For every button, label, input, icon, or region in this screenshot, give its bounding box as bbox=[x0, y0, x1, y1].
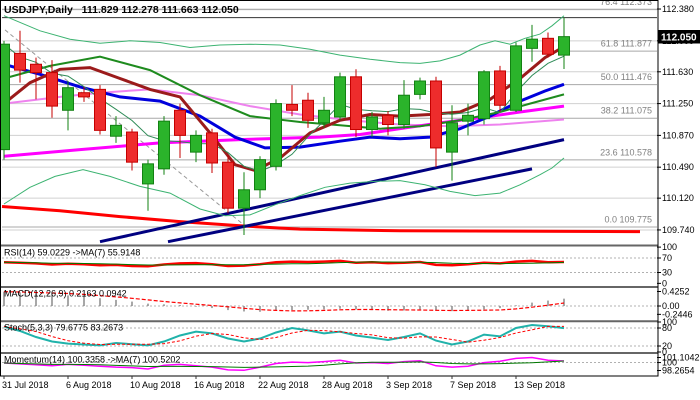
candle-body bbox=[78, 92, 90, 98]
candle-body bbox=[126, 131, 138, 163]
candle-body bbox=[46, 72, 58, 107]
momentum-line bbox=[3, 356, 565, 372]
stoch-axis-label: 100 bbox=[662, 317, 677, 327]
rsi-ma-line bbox=[3, 261, 565, 266]
main-axis-label: 111.250 bbox=[662, 99, 693, 109]
candle-body bbox=[302, 99, 314, 121]
candle-body bbox=[142, 163, 154, 185]
bb-lower bbox=[3, 157, 565, 217]
fib-label: 0.0 109.775 bbox=[604, 215, 652, 225]
main-axis-label: 112.380 bbox=[662, 4, 694, 14]
candle-body bbox=[0, 43, 10, 151]
chart-title: USDJPY,Daily 111.829 112.278 111.663 112… bbox=[4, 4, 239, 16]
mom-axis-label: 101.1042 bbox=[662, 353, 700, 363]
candle-body bbox=[414, 80, 426, 95]
current-price-tag: 112.050 bbox=[658, 30, 700, 44]
main-axis-label: 110.490 bbox=[662, 162, 694, 172]
candle-body bbox=[526, 38, 538, 49]
candle-body bbox=[206, 132, 218, 164]
x-axis-label: 6 Aug 2018 bbox=[66, 380, 112, 390]
current-price-tag-value: 112.050 bbox=[661, 33, 697, 44]
main-axis-label: 110.870 bbox=[662, 130, 694, 140]
x-axis-label: 3 Sep 2018 bbox=[386, 380, 432, 390]
macd-axis-label: -0.2446 bbox=[662, 309, 693, 319]
stoch-k-line bbox=[3, 323, 565, 347]
candle-body bbox=[62, 87, 74, 111]
candle-body bbox=[382, 114, 394, 126]
mom-axis-label: 100 bbox=[662, 358, 677, 368]
candle-body bbox=[430, 80, 442, 149]
momentum-ma-line bbox=[3, 360, 565, 368]
rsi-label: RSI(14) 59.0229 ->MA(7) 55.9148 bbox=[4, 248, 140, 258]
rsi-axis-label: 70 bbox=[662, 253, 672, 263]
macd-signal-line bbox=[3, 291, 565, 312]
x-axis-label: 22 Aug 2018 bbox=[258, 380, 309, 390]
candle-body bbox=[462, 114, 474, 122]
stoch-axis-label: 0 bbox=[662, 347, 667, 357]
fib-label: 50.0 111.476 bbox=[601, 72, 652, 82]
candle-body bbox=[270, 103, 282, 167]
candle-body bbox=[286, 103, 298, 111]
x-axis-label: 16 Aug 2018 bbox=[194, 380, 245, 390]
momentum-label: Momentum(14) 100.3358 ->MA(7) 100.5202 bbox=[4, 355, 180, 365]
rsi-axis-label: 0 bbox=[662, 278, 667, 288]
trend-dashed-gray bbox=[4, 29, 249, 229]
candle-body bbox=[30, 63, 42, 74]
candle-body bbox=[542, 37, 554, 55]
candle-body bbox=[254, 159, 266, 191]
candle-body bbox=[558, 36, 570, 56]
candle-body bbox=[334, 76, 346, 118]
bb-upper bbox=[3, 15, 565, 64]
stoch-label: Stoch(5,3,3) 79.6775 83.2673 bbox=[4, 323, 123, 333]
candle-body bbox=[398, 94, 410, 126]
chart-frame bbox=[0, 0, 659, 377]
candle-body bbox=[14, 52, 26, 71]
macd-axis-label: 0.00 bbox=[662, 301, 680, 311]
candle-body bbox=[190, 134, 202, 153]
candle-body bbox=[350, 76, 362, 131]
main-axis-label: 111.630 bbox=[662, 67, 693, 77]
fib-label: 61.8 111.877 bbox=[601, 39, 652, 49]
x-axis-label: 7 Sep 2018 bbox=[450, 380, 496, 390]
candle-body bbox=[238, 189, 250, 209]
current-price-tag-bg bbox=[658, 30, 700, 44]
stoch-axis-label: 20 bbox=[662, 341, 672, 351]
candle-body bbox=[494, 70, 506, 106]
candle-body bbox=[222, 161, 234, 209]
candle-body bbox=[174, 109, 186, 136]
trend-navy-upper bbox=[99, 138, 565, 244]
candle-body bbox=[366, 116, 378, 131]
ma-green-slow bbox=[3, 55, 565, 130]
rsi-axis-label: 30 bbox=[662, 267, 672, 277]
candle-body bbox=[94, 88, 106, 131]
main-axis-label: 110.120 bbox=[662, 193, 694, 203]
stoch-axis-label: 80 bbox=[662, 323, 672, 333]
fib-label: 76.4 112.373 bbox=[600, 0, 652, 7]
candle-body bbox=[318, 109, 330, 124]
stoch-d-line bbox=[3, 325, 564, 346]
candle-body bbox=[478, 71, 490, 120]
rsi-axis-label: 100 bbox=[662, 242, 677, 252]
fib-label: 23.6 110.578 bbox=[600, 147, 652, 157]
x-axis-label: 28 Aug 2018 bbox=[322, 380, 373, 390]
x-axis-label: 10 Aug 2018 bbox=[130, 380, 181, 390]
macd-label: MACD(12,26,9) 0.2163 0.0942 bbox=[4, 289, 127, 299]
mom-axis-label: 98.2654 bbox=[662, 365, 695, 375]
trend-navy-lower bbox=[167, 167, 533, 244]
candle-body bbox=[446, 122, 458, 153]
macd-axis-label: 0.4252 bbox=[662, 287, 690, 297]
candle-body bbox=[510, 45, 522, 111]
resistance-red bbox=[1, 205, 641, 234]
candle-body bbox=[158, 120, 170, 170]
x-axis-label: 13 Sep 2018 bbox=[514, 380, 565, 390]
main-axis-label: 109.740 bbox=[662, 225, 695, 235]
x-axis-label: 31 Jul 2018 bbox=[2, 380, 49, 390]
candle-body bbox=[110, 124, 122, 137]
fib-label: 38.2 111.075 bbox=[601, 106, 652, 116]
